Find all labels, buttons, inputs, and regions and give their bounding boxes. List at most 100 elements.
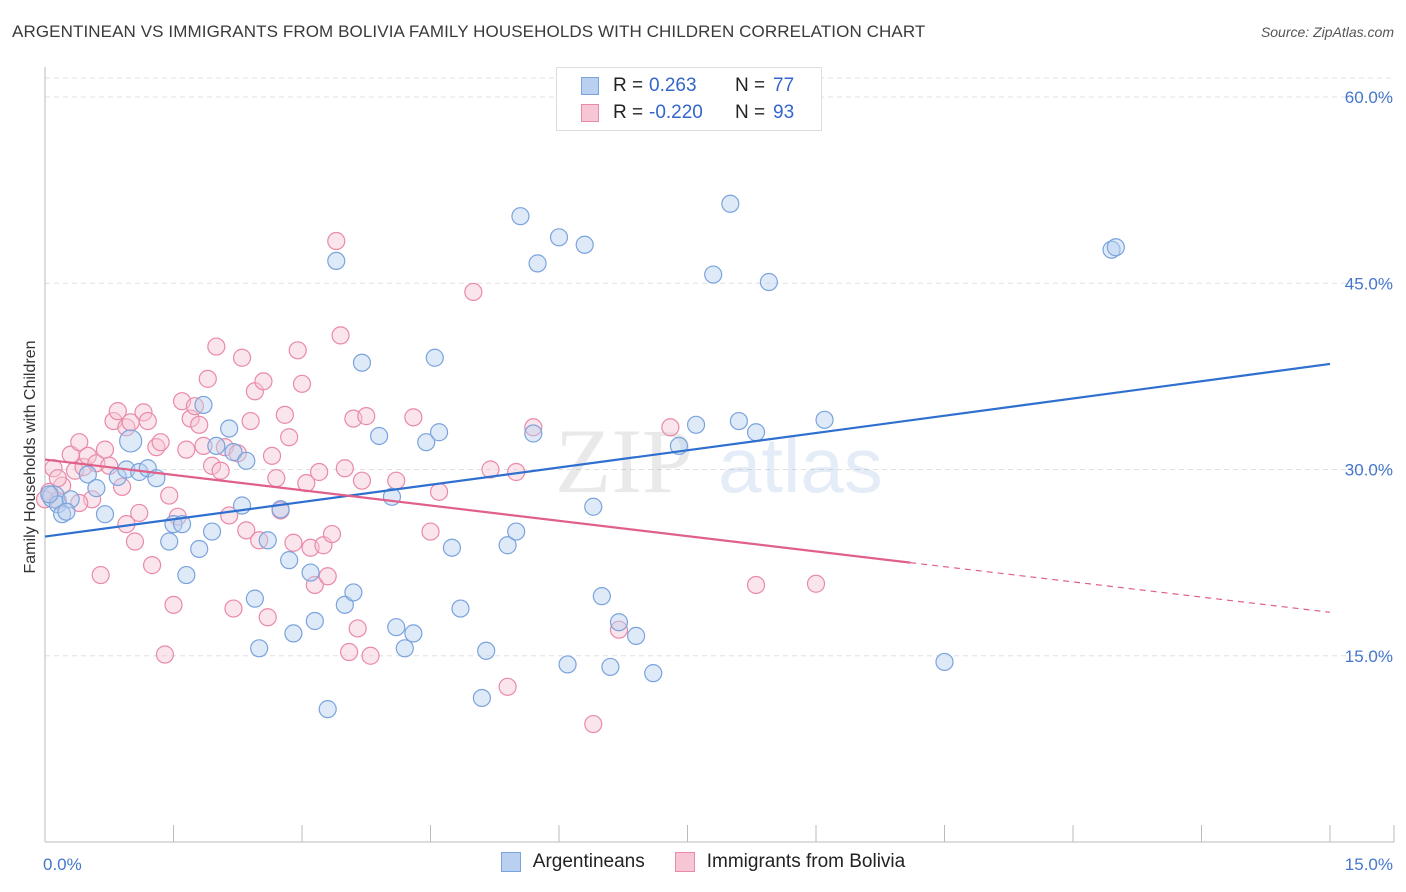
data-point-bolivia xyxy=(241,411,260,431)
data-point-bolivia xyxy=(288,341,307,360)
data-point-bolivia xyxy=(48,469,67,488)
series-argentineans-points xyxy=(40,194,1125,719)
data-point-argentineans xyxy=(207,436,226,456)
data-point-argentineans xyxy=(575,235,594,254)
data-point-bolivia xyxy=(258,608,277,627)
legend-r-value: 0.263 xyxy=(649,75,697,96)
data-point-argentineans xyxy=(721,194,740,213)
data-point-argentineans xyxy=(558,655,577,674)
y-tick-label: 15.0% xyxy=(1345,647,1393,666)
data-point-argentineans xyxy=(87,479,106,498)
data-point-argentineans xyxy=(511,207,530,226)
data-point-argentineans xyxy=(202,522,222,541)
data-point-argentineans xyxy=(258,531,277,550)
legend-n-value: 93 xyxy=(773,102,795,123)
legend-item-bolivia[interactable]: Immigrants from Bolivia xyxy=(674,851,906,873)
y-tick-label: 45.0% xyxy=(1345,274,1393,293)
data-point-argentineans xyxy=(78,465,97,484)
data-point-argentineans xyxy=(370,426,389,446)
data-point-bolivia xyxy=(190,415,209,434)
x-tick-label: 0.0% xyxy=(43,855,82,874)
data-point-argentineans xyxy=(395,639,414,658)
data-point-argentineans xyxy=(344,583,363,602)
data-point-argentineans xyxy=(626,626,646,645)
data-point-argentineans xyxy=(644,664,663,683)
y-tick-label: 60.0% xyxy=(1345,88,1393,107)
data-point-bolivia xyxy=(361,646,380,665)
data-point-bolivia xyxy=(202,456,222,475)
data-point-bolivia xyxy=(262,446,282,465)
data-point-argentineans xyxy=(387,618,406,637)
data-point-bolivia xyxy=(421,522,440,541)
data-point-bolivia xyxy=(357,407,376,426)
trend-line-argentineans xyxy=(44,362,1331,538)
data-point-bolivia xyxy=(108,402,127,421)
data-point-argentineans xyxy=(160,532,179,551)
data-point-argentineans xyxy=(245,589,264,608)
axes xyxy=(44,67,1395,843)
data-point-argentineans xyxy=(352,353,372,372)
series-legend: Argentineans Immigrants from Bolivia xyxy=(0,851,1406,873)
data-point-argentineans xyxy=(815,410,834,429)
data-point-bolivia xyxy=(387,471,406,490)
y-axis-label: Family Households with Children xyxy=(22,341,39,574)
data-point-bolivia xyxy=(198,369,217,388)
data-point-bolivia xyxy=(348,619,367,638)
data-point-argentineans xyxy=(759,272,778,292)
data-point-bolivia xyxy=(194,436,213,456)
data-point-bolivia xyxy=(498,677,517,696)
data-point-argentineans xyxy=(119,429,143,453)
y-tick-label: 30.0% xyxy=(1345,461,1393,480)
data-point-bolivia xyxy=(112,477,132,496)
data-point-bolivia xyxy=(237,521,256,540)
watermark-zip: ZIP xyxy=(555,410,693,512)
data-point-argentineans xyxy=(417,433,436,452)
data-point-argentineans xyxy=(318,700,337,719)
legend-row-argentineans: R = 0.263 N = 77 xyxy=(581,74,794,98)
data-point-argentineans xyxy=(729,411,749,431)
data-point-bolivia xyxy=(464,282,483,302)
data-point-argentineans xyxy=(1106,238,1125,257)
data-point-argentineans xyxy=(224,443,243,462)
data-point-argentineans xyxy=(40,485,59,504)
data-point-bolivia xyxy=(609,620,629,639)
data-point-argentineans xyxy=(477,641,496,660)
data-point-bolivia xyxy=(130,503,149,523)
legend-n-label: N = xyxy=(735,75,766,96)
watermark: ZIP atlas xyxy=(555,410,883,512)
data-point-bolivia xyxy=(134,403,153,422)
data-point-bolivia xyxy=(155,645,175,664)
data-point-argentineans xyxy=(746,423,766,442)
data-point-argentineans xyxy=(194,395,213,415)
data-point-bolivia xyxy=(177,440,196,459)
legend-label: Immigrants from Bolivia xyxy=(706,851,906,872)
data-point-bolivia xyxy=(280,428,299,447)
data-point-argentineans xyxy=(549,228,569,247)
legend-swatch-pink xyxy=(674,852,695,872)
x-tick-labels: 0.0% 15.0% xyxy=(43,855,1393,874)
data-point-bolivia xyxy=(352,471,372,490)
data-point-argentineans xyxy=(472,688,491,708)
data-point-bolivia xyxy=(164,595,183,614)
legend-row-bolivia: R = -0.220 N = 93 xyxy=(581,101,794,125)
data-point-bolivia xyxy=(267,469,286,488)
data-point-argentineans xyxy=(704,265,723,284)
data-point-argentineans xyxy=(327,251,346,270)
legend-item-argentineans[interactable]: Argentineans xyxy=(500,851,645,873)
data-point-bolivia xyxy=(232,348,252,367)
legend-n-label: N = xyxy=(735,102,766,123)
data-point-argentineans xyxy=(601,657,620,677)
source-text: Source: ZipAtlas.com xyxy=(1260,24,1394,40)
legend-n-value: 77 xyxy=(773,75,795,96)
data-point-bolivia xyxy=(254,372,273,391)
data-point-argentineans xyxy=(451,599,470,618)
data-point-bolivia xyxy=(327,231,346,251)
data-point-argentineans xyxy=(524,424,543,443)
data-point-argentineans xyxy=(335,595,354,614)
data-point-argentineans xyxy=(177,565,196,585)
legend-swatch-pink xyxy=(581,104,599,122)
data-point-bolivia xyxy=(331,326,350,345)
series-bolivia-points xyxy=(35,231,826,734)
legend-r-label: R = xyxy=(613,102,644,123)
